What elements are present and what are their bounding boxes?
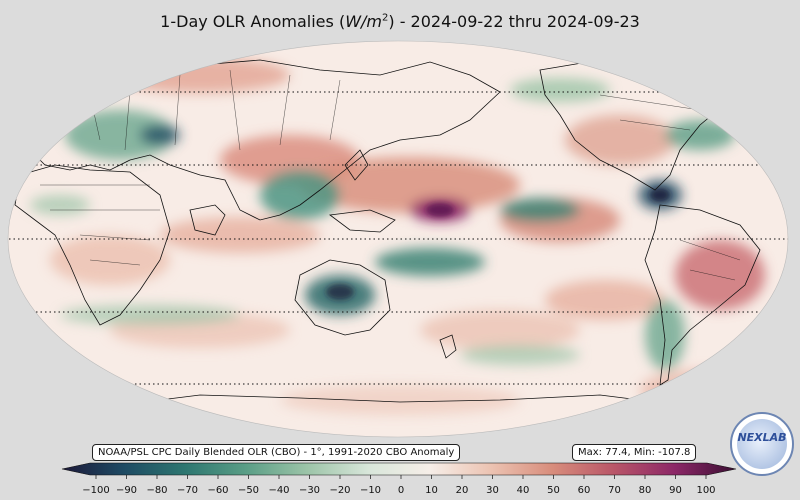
colorbar-tick-label: 40 bbox=[517, 485, 530, 496]
colorbar-tick-label: 50 bbox=[547, 485, 560, 496]
colorbar-tick-label: 10 bbox=[425, 485, 438, 496]
chart-title: 1-Day OLR Anomalies (W/m2) - 2024-09-22 … bbox=[160, 12, 640, 31]
colorbar-tick-label: −90 bbox=[116, 485, 137, 496]
colorbar-tick-label: 100 bbox=[696, 485, 715, 496]
colorbar-tick-label: −50 bbox=[238, 485, 259, 496]
colorbar-tick-label: 0 bbox=[398, 485, 404, 496]
colorbar-tick-label: −20 bbox=[329, 485, 350, 496]
colorbar-tick-label: 60 bbox=[578, 485, 591, 496]
colorbar-tick-label: −80 bbox=[146, 485, 167, 496]
colorbar-tick-label: 90 bbox=[669, 485, 682, 496]
colorbar-tick-label: −70 bbox=[177, 485, 198, 496]
colorbar-ticks: −100 −90 −80 −70 −60 −50 −40 −30 −20 −10 0 10 20 30 40… bbox=[82, 475, 716, 496]
colorbar-tick-label: 30 bbox=[486, 485, 499, 496]
colorbar-tick-label: 20 bbox=[456, 485, 469, 496]
colorbar-tick-label: −100 bbox=[82, 485, 109, 496]
colorbar-tick-label: 70 bbox=[608, 485, 621, 496]
colorbar-tick-label: −10 bbox=[360, 485, 381, 496]
colorbar-tick-label: −30 bbox=[299, 485, 320, 496]
max-min-label: Max: 77.4, Min: -107.8 bbox=[572, 444, 697, 461]
globe-icon bbox=[737, 419, 787, 469]
anomaly-field bbox=[30, 57, 765, 415]
colorbar-tick-label: −40 bbox=[268, 485, 289, 496]
source-label: NOAA/PSL CPC Daily Blended OLR (CBO) - 1… bbox=[92, 444, 461, 461]
colorbar-tick-label: 80 bbox=[639, 485, 652, 496]
colorbar-bar bbox=[61, 462, 737, 476]
country-borders bbox=[40, 69, 741, 281]
nexlab-logo: NEXLAB bbox=[730, 412, 794, 476]
logo-text: NEXLAB bbox=[737, 431, 787, 444]
coastlines bbox=[14, 59, 761, 406]
colorbar-tick-label: −60 bbox=[207, 485, 228, 496]
